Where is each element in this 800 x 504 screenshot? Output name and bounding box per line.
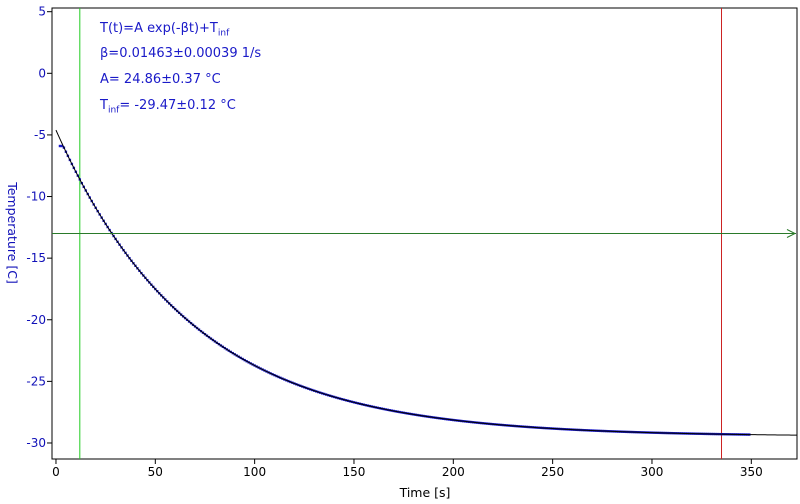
y-tick-label: -10	[26, 190, 46, 204]
fit-equation: T(t)=A exp(-βt)+Tinf	[100, 21, 229, 39]
x-tick-label: 150	[343, 465, 366, 479]
y-tick-label: -25	[26, 374, 46, 388]
data-series	[58, 144, 751, 436]
fit-amplitude: A= 24.86±0.37 °C	[100, 72, 221, 87]
y-tick-label: 5	[38, 5, 46, 19]
fit-curve	[55, 129, 797, 436]
fit-equation-main: T(t)=A exp(-βt)+T	[100, 21, 218, 36]
fit-tinf-label: T	[100, 98, 108, 113]
x-axis-label: Time [s]	[399, 485, 451, 500]
fit-series	[55, 129, 797, 436]
data-point	[58, 144, 62, 148]
x-axis-ticks: 0 50 100 150 200 250 300 350	[52, 459, 763, 479]
arrow-head-icon	[786, 229, 797, 238]
x-tick-label: 300	[641, 465, 664, 479]
y-tick-label: -30	[26, 436, 46, 450]
x-tick-label: 200	[442, 465, 465, 479]
y-tick-label: -20	[26, 313, 46, 327]
x-tick-label: 250	[541, 465, 564, 479]
x-tick-label: 350	[740, 465, 763, 479]
data-point	[60, 144, 64, 148]
y-axis-ticks: 5 0 -5 -10 -15 -20 -25 -30	[26, 5, 52, 450]
y-axis-label: Temperature [C]	[5, 181, 20, 284]
fit-tinf-value: = -29.47±0.12 °C	[119, 98, 236, 113]
fit-tinf: Tinf= -29.47±0.12 °C	[100, 98, 236, 116]
x-tick-label: 100	[243, 465, 266, 479]
y-tick-label: -15	[26, 251, 46, 265]
threshold-line[interactable]	[52, 229, 797, 238]
y-tick-label: -5	[34, 128, 46, 142]
fit-equation-sub: inf	[217, 28, 230, 39]
fit-beta: β=0.01463±0.00039 1/s	[100, 46, 262, 61]
x-tick-label: 50	[148, 465, 163, 479]
x-tick-label: 0	[52, 465, 60, 479]
fit-tinf-sub: inf	[107, 105, 120, 116]
y-tick-label: 0	[38, 66, 46, 80]
